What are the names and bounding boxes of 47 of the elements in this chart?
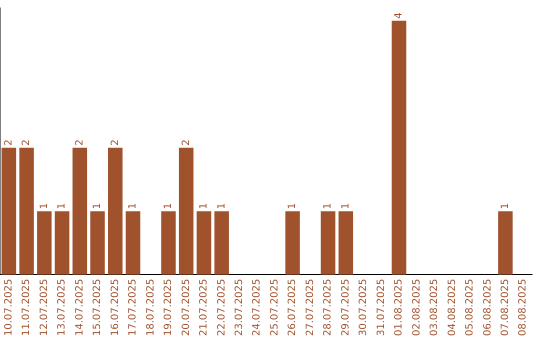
x-tick-label: 26.07.2025 [287, 278, 298, 336]
x-tick-label: 17.07.2025 [128, 278, 139, 336]
data-label: 1 [340, 202, 352, 210]
x-tick-label: 28.07.2025 [322, 278, 334, 336]
x-tick-label: 14.07.2025 [74, 278, 86, 336]
x-tick-label: 02.08.2025 [411, 278, 422, 336]
data-label: 1 [216, 202, 228, 210]
x-tick-label: 30.07.2025 [358, 278, 370, 336]
data-label: 1 [56, 202, 68, 210]
data-label: 1 [500, 202, 511, 210]
data-label: 2 [74, 139, 86, 146]
data-label: 2 [3, 139, 14, 146]
data-label: 1 [287, 202, 298, 210]
data-label: 1 [38, 202, 50, 210]
data-label: 1 [92, 202, 104, 210]
x-tick-label: 01.08.2025 [394, 278, 405, 336]
data-label: 2 [180, 139, 192, 146]
x-tick-label: 31.07.2025 [376, 278, 387, 336]
x-tick-label: 25.07.2025 [269, 278, 280, 336]
x-tick-label: 15.07.2025 [92, 278, 104, 336]
data-label: 1 [163, 202, 174, 210]
x-tick-label: 22.07.2025 [216, 278, 228, 336]
x-tick-label: 12.07.2025 [38, 278, 50, 336]
data-label: 1 [128, 202, 139, 210]
x-tick-label: 20.07.2025 [180, 278, 192, 336]
data-label: 2 [110, 139, 121, 146]
x-tick-label: 16.07.2025 [110, 278, 121, 336]
x-tick-label: 29.07.2025 [340, 278, 352, 336]
x-tick-label: 24.07.2025 [252, 278, 263, 336]
x-tick-label: 11.07.2025 [21, 278, 32, 336]
x-tick-label: 21.07.2025 [198, 278, 210, 336]
x-tick-label: 08.08.2025 [518, 278, 529, 336]
x-tick-label: 06.08.2025 [482, 278, 494, 336]
x-tick-label: 07.08.2025 [500, 278, 511, 336]
x-tick-label: 27.07.2025 [304, 278, 316, 336]
x-tick-label: 10.07.2025 [3, 278, 14, 336]
x-tick-label: 13.07.2025 [56, 278, 68, 336]
data-label: 1 [322, 202, 334, 210]
x-tick-label: 05.08.2025 [464, 278, 476, 336]
x-tick-label: 19.07.2025 [163, 278, 174, 336]
data-label: 2 [21, 139, 32, 146]
x-tick-label: 23.07.2025 [234, 278, 245, 336]
x-tick-label: 04.08.2025 [446, 278, 458, 336]
x-tick-label: 03.08.2025 [429, 278, 440, 336]
x-tick-label: 18.07.2025 [145, 278, 156, 336]
data-label: 4 [394, 12, 405, 19]
data-label: 1 [198, 202, 210, 210]
